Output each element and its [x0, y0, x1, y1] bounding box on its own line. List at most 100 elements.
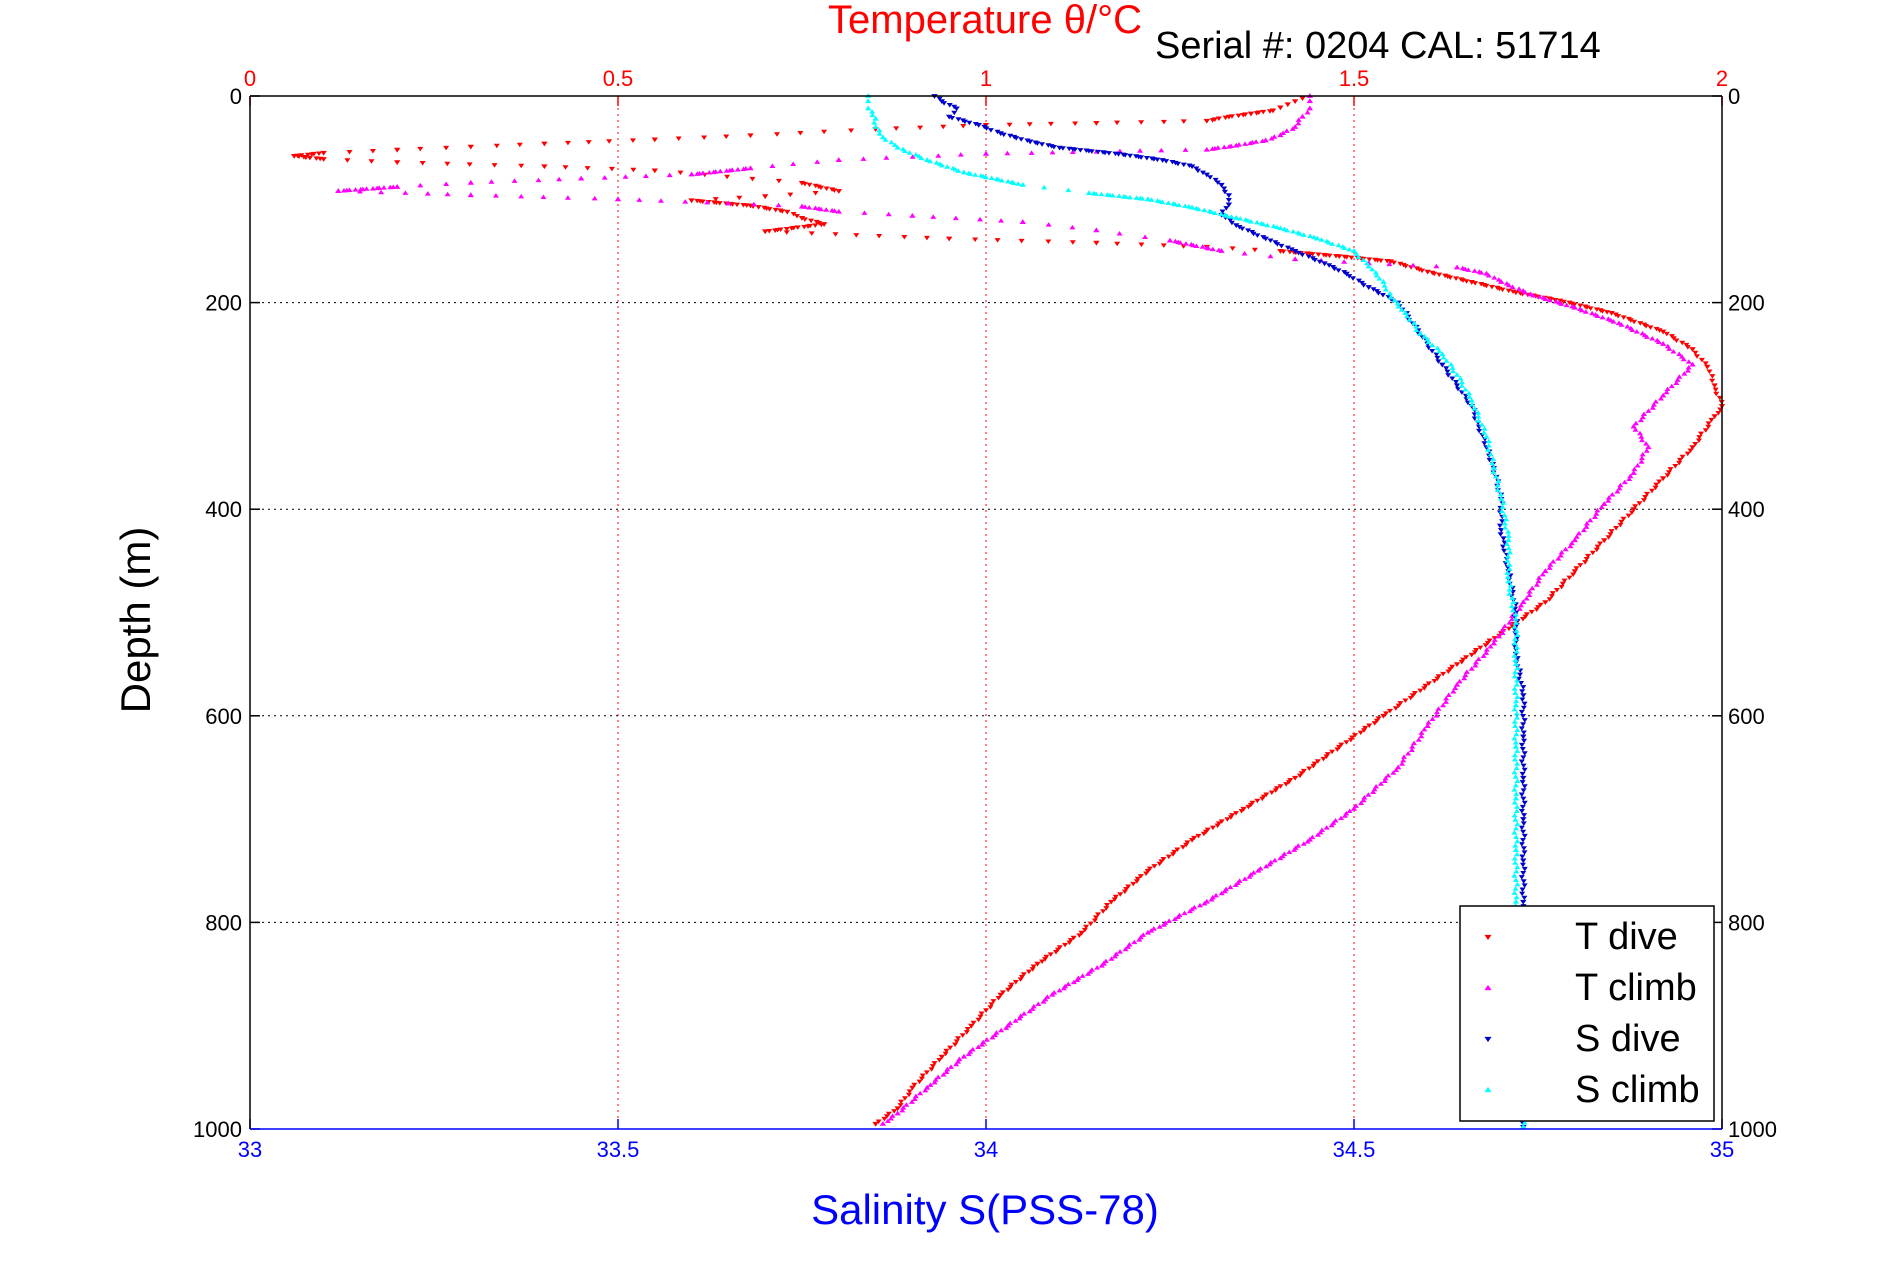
data-point — [1062, 942, 1069, 948]
data-point — [1513, 894, 1520, 900]
data-point — [419, 161, 426, 166]
data-point — [369, 148, 376, 154]
data-point — [1560, 299, 1567, 305]
data-point — [1633, 329, 1640, 334]
data-point — [1668, 383, 1675, 389]
data-point — [1621, 479, 1628, 485]
data-point — [1158, 859, 1165, 864]
data-point — [1366, 257, 1373, 262]
data-point — [1511, 830, 1518, 835]
data-point — [1233, 142, 1240, 148]
data-point — [1138, 155, 1145, 160]
data-point — [1520, 837, 1527, 843]
data-point — [1484, 640, 1491, 646]
data-point — [1512, 843, 1519, 848]
legend-label: T climb — [1575, 967, 1697, 1009]
data-point — [1104, 903, 1111, 908]
data-point — [1520, 734, 1527, 740]
data-point — [1188, 164, 1196, 170]
data-point — [1213, 892, 1220, 898]
data-point — [1481, 426, 1488, 431]
data-point — [1199, 170, 1206, 176]
data-point — [1341, 245, 1348, 250]
data-point — [1664, 386, 1671, 392]
data-point — [1045, 239, 1052, 245]
data-point — [1003, 1025, 1010, 1030]
data-point — [912, 1093, 919, 1099]
data-point — [1512, 690, 1519, 695]
data-point — [1409, 744, 1416, 749]
data-point — [891, 1109, 898, 1114]
data-point — [823, 186, 830, 191]
data-point — [944, 1066, 951, 1072]
data-point — [1439, 362, 1446, 368]
data-point — [1372, 269, 1379, 275]
data-point — [1346, 246, 1353, 252]
data-point — [380, 185, 387, 190]
data-point — [601, 175, 608, 180]
data-point — [1138, 242, 1145, 248]
data-point — [1415, 737, 1422, 742]
data-point — [1280, 130, 1287, 135]
data-point — [957, 152, 964, 157]
data-point — [1271, 134, 1278, 139]
data-point — [1505, 537, 1512, 543]
data-point — [1382, 711, 1389, 716]
data-point — [798, 215, 806, 221]
data-point — [918, 155, 925, 161]
data-point — [723, 168, 730, 173]
data-point — [1513, 851, 1520, 857]
data-point — [1457, 375, 1464, 381]
data-point — [1463, 655, 1470, 660]
data-point — [1555, 556, 1562, 561]
data-point — [1335, 268, 1342, 273]
data-point — [1645, 408, 1652, 413]
data-point — [1650, 402, 1657, 407]
data-point — [1443, 358, 1450, 363]
data-point — [1519, 697, 1526, 702]
data-point — [1647, 325, 1654, 330]
data-point — [1689, 445, 1696, 451]
left-tick-label: 200 — [205, 291, 242, 316]
data-point — [1116, 193, 1123, 199]
data-point — [1296, 231, 1303, 236]
data-point — [1295, 843, 1302, 848]
data-point — [1318, 237, 1325, 242]
data-point — [1144, 196, 1152, 202]
data-point — [1711, 414, 1718, 420]
data-point — [306, 155, 313, 161]
data-point — [797, 130, 804, 136]
data-point — [1054, 947, 1061, 953]
data-point — [346, 149, 353, 155]
data-point — [1617, 482, 1624, 488]
data-point — [1500, 536, 1507, 541]
data-point — [1518, 602, 1525, 608]
data-point — [1305, 254, 1312, 259]
data-point — [1300, 768, 1307, 774]
data-point — [1148, 928, 1155, 933]
legend-label: S dive — [1575, 1018, 1681, 1060]
data-point — [1643, 491, 1650, 497]
data-point — [931, 1079, 938, 1085]
data-point — [1526, 589, 1533, 594]
data-point — [1277, 784, 1284, 789]
data-point — [1411, 690, 1418, 696]
data-point — [1092, 915, 1099, 920]
data-point — [1520, 871, 1527, 876]
data-point — [1440, 671, 1447, 677]
data-point — [1291, 847, 1298, 852]
right-tick-label: 400 — [1728, 497, 1765, 522]
data-point — [1514, 665, 1521, 671]
data-point — [1411, 740, 1418, 746]
data-point — [1553, 298, 1560, 304]
data-point — [1512, 817, 1519, 822]
data-point — [1483, 434, 1490, 439]
data-point — [1511, 653, 1518, 658]
data-point — [876, 131, 883, 136]
data-point — [1203, 172, 1210, 178]
right-tick-label: 200 — [1728, 291, 1765, 316]
data-point — [1373, 273, 1380, 278]
data-point — [1085, 190, 1093, 196]
data-point — [1508, 603, 1515, 609]
data-point — [1329, 241, 1336, 246]
